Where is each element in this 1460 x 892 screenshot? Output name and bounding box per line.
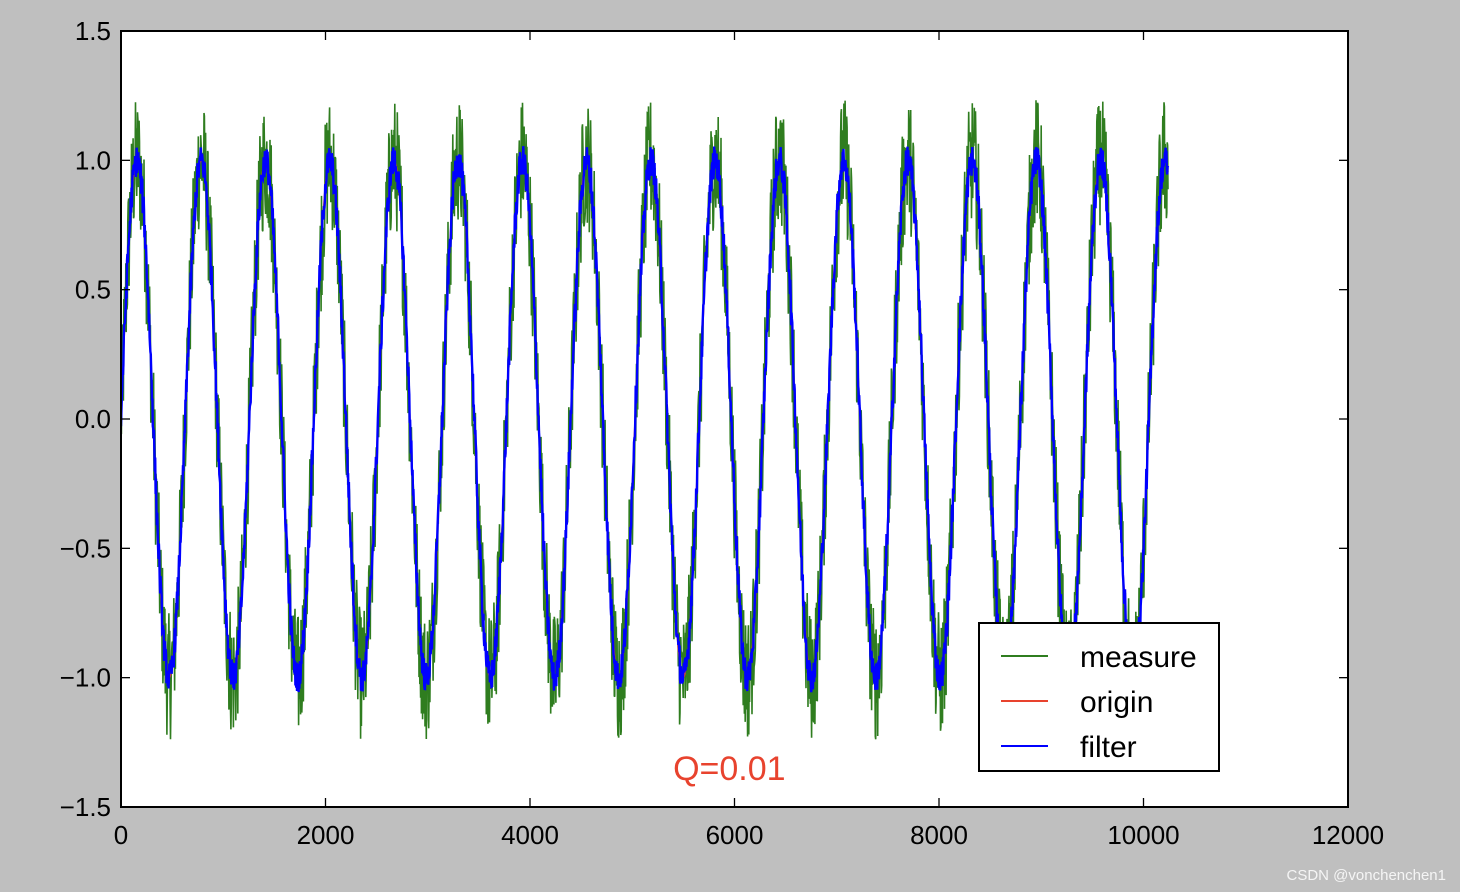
x-tick-label: 6000 (706, 820, 764, 850)
series-layer (122, 100, 1170, 740)
x-tick-label: 4000 (501, 820, 559, 850)
legend: measure origin filter (978, 622, 1220, 772)
y-tick-label: 1.5 (75, 16, 111, 46)
annotation-layer: Q=0.01 (673, 750, 785, 788)
x-tick-label: 0 (114, 820, 128, 850)
x-tick-label: 2000 (297, 820, 355, 850)
legend-label-origin: origin (1080, 686, 1153, 719)
x-tick-label: 10000 (1107, 820, 1179, 850)
legend-items: measure origin filter (1001, 641, 1197, 764)
series-line-filter (122, 146, 1170, 693)
y-tick-label: −0.5 (60, 533, 111, 563)
annotation-q-value: Q=0.01 (673, 750, 785, 788)
x-tick-label: 12000 (1312, 820, 1384, 850)
y-tick-label: 0.5 (75, 275, 111, 305)
watermark-text: CSDN @vonchenchen1 (1286, 867, 1446, 884)
y-tick-label: 0.0 (75, 404, 111, 434)
legend-label-measure: measure (1080, 641, 1197, 674)
y-tick-label: 1.0 (75, 145, 111, 175)
legend-label-filter: filter (1080, 731, 1137, 764)
x-tick-label: 8000 (910, 820, 968, 850)
ticks-layer: 0 2000 4000 6000 8000 10000 12000 1.5 1.0 0.5 0.0 −… (60, 16, 1384, 850)
y-tick-label: −1.5 (60, 792, 111, 822)
y-tick-label: −1.0 (60, 663, 111, 693)
